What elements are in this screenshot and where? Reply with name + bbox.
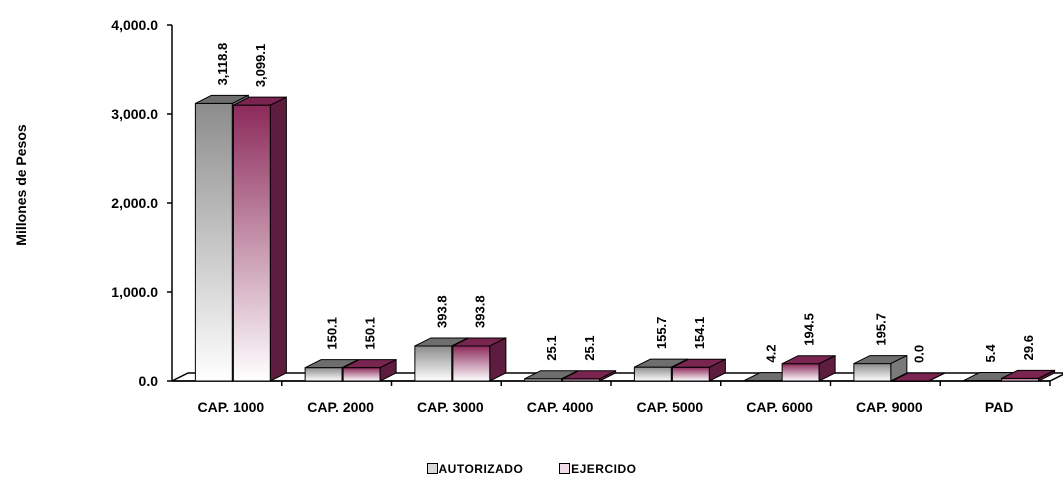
bar-autorizado-front <box>414 345 453 382</box>
data-label: 29.6 <box>1021 335 1036 360</box>
y-tick-label: 1,000.0 <box>111 284 158 300</box>
bar-ejercido-side <box>708 358 726 382</box>
data-label: 150.1 <box>325 317 340 350</box>
x-tick-label: CAP. 3000 <box>417 399 484 415</box>
x-tick-label: CAP. 2000 <box>307 399 374 415</box>
bar-ejercido-front <box>781 363 820 382</box>
data-label: 195.7 <box>873 313 888 346</box>
bar-ejercido-front <box>342 367 381 382</box>
data-label: 25.1 <box>544 335 559 360</box>
bar-ejercido-side <box>818 354 836 382</box>
x-tick-label: CAP. 5000 <box>637 399 704 415</box>
data-label: 155.7 <box>654 317 669 350</box>
x-tick-label: PAD <box>985 399 1014 415</box>
x-tick-label: CAP. 6000 <box>746 399 813 415</box>
data-label: 3,118.8 <box>215 43 230 86</box>
legend-swatch-autorizado <box>426 463 438 474</box>
chart: Millones de Pesos 0.0 1,000.0 2,000.0 3,000… <box>13 17 1063 415</box>
bar-ejercido-side <box>489 337 507 382</box>
bar-autorizado-front <box>853 363 892 382</box>
legend-swatch-ejercido <box>559 463 571 474</box>
y-tick-label: 4,000.0 <box>111 17 158 33</box>
legend-item-ejercido: EJERCIDO <box>559 462 636 476</box>
bar-ejercido-side <box>1038 369 1056 382</box>
data-label: 4.2 <box>764 345 779 363</box>
y-tick-label: 3,000.0 <box>111 106 158 122</box>
data-label: 25.1 <box>582 335 597 360</box>
bar-ejercido-front <box>232 104 271 382</box>
data-label: 3,099.1 <box>253 44 268 87</box>
bar-ejercido-front <box>671 366 710 382</box>
x-tick-label: CAP. 1000 <box>198 399 265 415</box>
bars <box>194 94 1056 382</box>
legend: AUTORIZADO EJERCIDO <box>0 462 1063 476</box>
y-tick-label: 2,000.0 <box>111 195 158 211</box>
bar-ejercido-side <box>599 369 617 382</box>
data-label: 393.8 <box>472 295 487 328</box>
x-tick-label: CAP. 9000 <box>856 399 923 415</box>
legend-item-autorizado: AUTORIZADO <box>426 462 524 476</box>
data-label: 150.1 <box>363 317 378 350</box>
data-label: 5.4 <box>983 344 998 363</box>
data-label: 0.0 <box>911 345 926 363</box>
x-tick-label: CAP. 4000 <box>527 399 594 415</box>
bar-autorizado-front <box>633 366 672 382</box>
bar-ejercido-side <box>269 96 287 382</box>
bar-ejercido-side <box>379 358 397 382</box>
legend-label-autorizado: AUTORIZADO <box>438 462 524 476</box>
data-label: 154.1 <box>692 317 707 350</box>
bar-autorizado-front <box>194 102 233 382</box>
bar-ejercido-front <box>452 345 491 382</box>
y-tick-label: 0.0 <box>139 373 159 389</box>
bar-ejercido-side <box>928 372 946 382</box>
data-label: 393.8 <box>434 295 449 328</box>
y-axis-title: Millones de Pesos <box>13 124 29 246</box>
legend-label-ejercido: EJERCIDO <box>571 462 637 476</box>
data-label: 194.5 <box>802 313 817 346</box>
data-labels: 3,118.8 3,099.1 150.1 150.1 393.8 393.8 25.1 25… <box>215 43 1036 363</box>
bar-autorizado-front <box>304 367 343 382</box>
axes: 0.0 1,000.0 2,000.0 3,000.0 4,000.0 CAP. 1000… <box>111 17 1063 415</box>
